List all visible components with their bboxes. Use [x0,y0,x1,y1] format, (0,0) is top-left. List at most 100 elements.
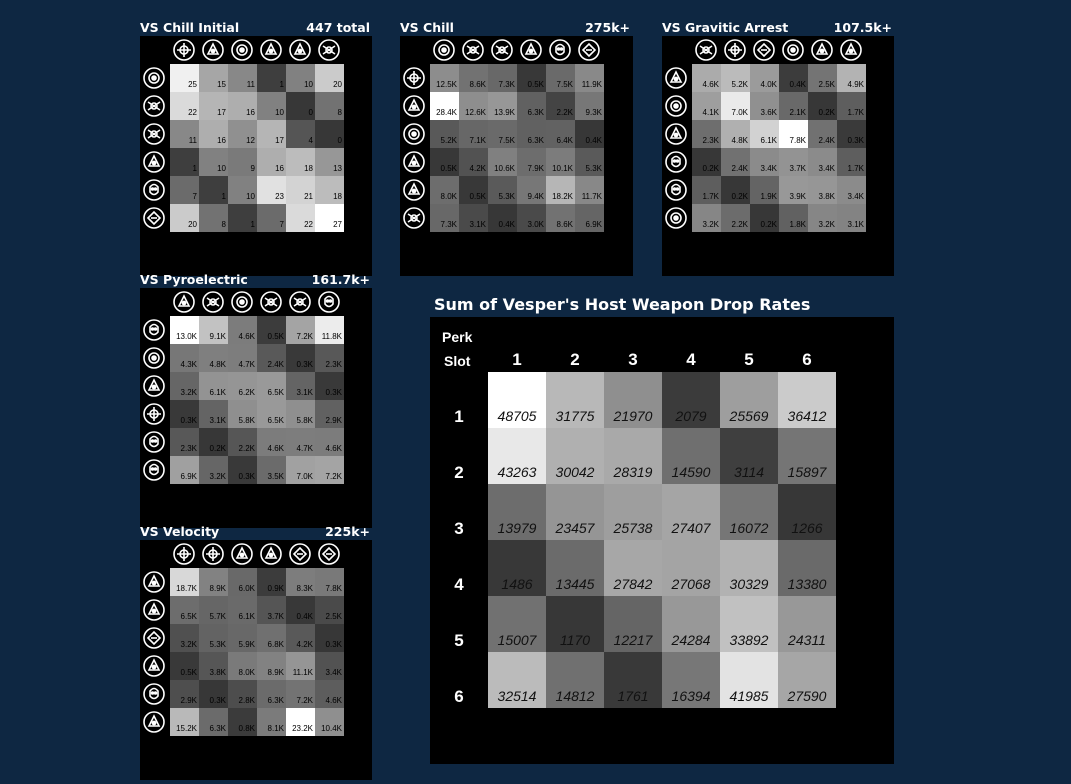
heatmap-cell: 11.1K [286,652,315,680]
column-icon [317,542,341,566]
summary-value: 13979 [497,520,537,536]
cell-value: 16 [246,108,255,117]
summary-cell: 24284 [662,596,720,652]
column-icon [317,290,341,314]
heatmap-cell: 4.1K [692,92,721,120]
cell-value: 7 [279,220,284,229]
heatmap-cell: 1.8K [779,204,808,232]
heatmap-cell: 7.5K [488,120,517,148]
cell-value: 6.0K [238,584,255,593]
summary-cell: 33892 [720,596,778,652]
cell-value: 3.2K [818,220,835,229]
heatmap-cell: 12.5K [430,64,459,92]
plus-gear-icon [231,543,253,565]
cell-value: 20 [333,80,342,89]
heatmap-cell: 3.5K [257,456,286,484]
heatmap-cell: 4.9K [837,64,866,92]
heatmap-cell: 2.8K [228,680,257,708]
heatmap-cell: 22 [170,92,199,120]
cell-value: 3.9K [789,192,806,201]
cell-value: 7.9K [527,164,544,173]
cell-value: 15.2K [176,724,197,733]
wing-shield-icon [143,123,165,145]
column-icon [519,38,543,62]
heatmap-cell: 4.2K [286,624,315,652]
summary-value: 32514 [497,688,537,704]
summary-cell: 2079 [662,372,720,428]
heatmap-cell: 2.4K [257,344,286,372]
heatmap-cell: 3.8K [808,176,837,204]
ring-target-icon [520,39,542,61]
summary-value: 28319 [613,464,653,480]
column-icon [694,38,718,62]
row-icon [664,206,688,230]
heatmap-cell: 0.4K [488,204,517,232]
heatmap-cell: 6.1K [199,372,228,400]
heatmap-cell: 18.2K [546,176,575,204]
cell-value: 3.2K [702,220,719,229]
heatmap-cell: 4.2K [459,148,488,176]
heatmap-cell: 10.4K [315,708,344,736]
cell-value: 4.6K [702,80,719,89]
cell-value: 8 [221,220,226,229]
heatmap-cell: 7.2K [315,456,344,484]
heatmap-cell: 4.7K [228,344,257,372]
heatmap-cell: 3.1K [199,400,228,428]
column-header: 4 [686,350,696,369]
cell-value: 6.5K [267,388,284,397]
cell-value: 1.7K [847,108,864,117]
summary-cell: 1170 [546,596,604,652]
cell-value: 7.0K [731,108,748,117]
cell-value: 4.9K [847,80,864,89]
summary-value: 23457 [555,520,595,536]
cell-value: 10.4K [321,724,342,733]
row-icon [402,150,426,174]
row-icon [142,626,166,650]
panel-total: 107.5k+ [833,20,892,35]
cell-value: 12.6K [465,108,486,117]
heatmap-cell: 6.3K [257,680,286,708]
summary-cell: 27068 [662,540,720,596]
cell-value: 6.3K [267,696,284,705]
summary-cell: 13445 [546,540,604,596]
summary-cell: 15897 [778,428,836,484]
cell-value: 0.2K [209,444,226,453]
cell-value: 7.3K [440,220,457,229]
heatmap-panel: VS Chill 275k+ 12.5K 8.6K 7.3K 0.5K 7.5K 11.9K 2… [400,20,633,276]
cell-value: 0.5K [527,80,544,89]
blade-sight-icon [202,39,224,61]
heatmap-cell: 13.9K [488,92,517,120]
heatmap-cell: 3.1K [286,372,315,400]
dot-ring-icon [665,67,687,89]
panel-total: 161.7k+ [311,272,370,287]
cell-value: 2.9K [325,416,342,425]
summary-cell: 43263 [488,428,546,484]
heatmap-cell: 8 [315,92,344,120]
heatmap-cell: 0.2K [199,428,228,456]
heatmap-cell: 0.4K [779,64,808,92]
crescent-hook-icon [143,627,165,649]
cell-value: 7.8K [325,584,342,593]
plus-gear-icon [811,39,833,61]
heatmap-cell: 1 [199,176,228,204]
cell-value: 7.3K [498,80,515,89]
heatmap-cell: 4.6K [257,428,286,456]
heatmap-cell: 15.2K [170,708,199,736]
heatmap-cell: 0.3K [286,344,315,372]
summary-value: 31775 [555,408,595,424]
row-icon [142,654,166,678]
heatmap-cell: 3.9K [779,176,808,204]
cell-value: 0.4K [789,80,806,89]
column-icon [259,38,283,62]
heatmap-cell: 0.3K [199,680,228,708]
heatmap-cell: 0.2K [750,204,779,232]
column-icon [259,290,283,314]
heatmap-cell: 8.6K [459,64,488,92]
heatmap-cell: 11 [170,120,199,148]
summary-cell: 1761 [604,652,662,708]
summary-value: 27407 [671,520,711,536]
cell-value: 0.2K [760,220,777,229]
summary-title: Sum of Vesper's Host Weapon Drop Rates [434,295,811,314]
cell-value: 8 [337,108,342,117]
cell-value: 3.8K [209,668,226,677]
